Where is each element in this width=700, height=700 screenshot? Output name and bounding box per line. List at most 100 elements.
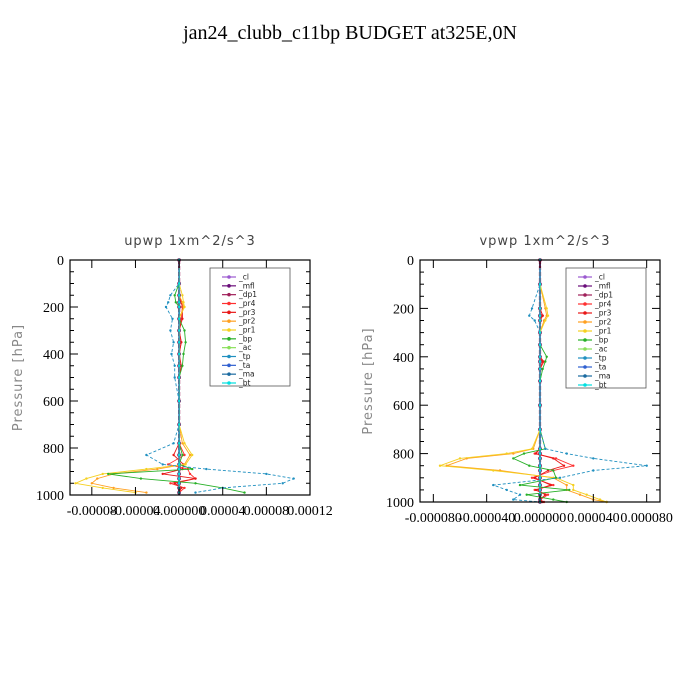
data-point-pr3 (180, 341, 183, 344)
data-point-tp (492, 483, 495, 487)
data-point-pr3 (180, 486, 183, 490)
data-point-tp (281, 482, 284, 485)
legend-marker (583, 302, 587, 306)
data-point-bt (538, 355, 542, 358)
data-point-bp (174, 301, 177, 304)
legend-label: _dp1 (594, 291, 613, 300)
legend-marker (227, 337, 231, 341)
data-point-pr1 (492, 469, 495, 472)
legend-marker (583, 347, 587, 351)
data-point-tp (164, 305, 168, 309)
data-point-bp (518, 483, 522, 487)
x-tick-label: 0.00004 (200, 504, 246, 519)
data-point-pr4 (169, 482, 172, 485)
y-tick-label: 600 (393, 399, 414, 414)
data-point-bp (525, 493, 528, 496)
data-point-pr3 (534, 452, 538, 455)
x-tick-label: 0.000040 (567, 511, 620, 526)
legend-marker (227, 284, 231, 288)
legend-label: _ta (594, 363, 606, 372)
data-point-tp (167, 301, 170, 304)
data-point-pr4 (183, 486, 186, 490)
data-point-bp (568, 488, 571, 492)
data-point-bt (177, 329, 181, 332)
data-point-pr1 (585, 493, 588, 496)
data-point-pr1 (458, 457, 462, 460)
data-point-bp (181, 364, 184, 367)
legend-label: _pr4 (238, 299, 256, 308)
data-point-bt (538, 331, 542, 334)
data-point-tp (172, 442, 175, 445)
legend-label: _cl (594, 273, 605, 282)
data-point-pr3 (172, 453, 175, 457)
legend-label: _mfl (238, 281, 255, 290)
data-point-pr3 (181, 317, 184, 320)
legend-marker (583, 311, 587, 315)
data-point-bt (177, 463, 181, 466)
data-point-pr1 (546, 314, 550, 317)
data-point-pr2 (565, 483, 568, 487)
legend-label: _bp (594, 336, 609, 345)
y-axis-label: Pressure [hPa] (361, 327, 376, 434)
legend-marker (227, 275, 231, 279)
data-point-pr2 (181, 442, 184, 445)
legend-label: _bp (238, 334, 253, 343)
data-point-bt (177, 305, 181, 309)
y-tick-label: 0 (57, 254, 64, 269)
data-point-tp (565, 452, 568, 455)
data-point-pr1 (545, 307, 548, 310)
data-point-pr1 (101, 486, 104, 490)
legend-marker (227, 292, 231, 297)
data-point-tp (173, 364, 176, 367)
data-point-bp (183, 329, 186, 332)
legend-marker (227, 354, 231, 359)
data-point-pr3 (549, 483, 552, 487)
legend-label: _pr2 (238, 317, 256, 326)
data-point-tp (173, 376, 176, 379)
legend-marker (227, 301, 231, 306)
data-point-pr1 (183, 442, 186, 445)
data-point-pr1 (572, 483, 575, 487)
legend-marker (583, 329, 587, 333)
data-point-bt (538, 476, 542, 479)
legend-box (565, 267, 647, 389)
legend-label: _bt (238, 379, 251, 388)
data-point-pr1 (74, 482, 77, 485)
data-point-bp (512, 457, 515, 460)
data-point-bp (541, 367, 544, 371)
data-point-pr1 (184, 463, 187, 466)
data-point-bp (182, 352, 185, 356)
data-point-tp (505, 488, 508, 492)
data-point-bt (538, 379, 542, 383)
data-point-pr1 (191, 453, 194, 457)
legend-label: _pr2 (594, 318, 612, 327)
data-point-bt (538, 469, 542, 472)
data-point-bt (177, 364, 181, 367)
y-tick-label: 800 (43, 442, 64, 457)
data-point-tp (169, 294, 172, 297)
data-point-bt (538, 307, 542, 310)
data-point-pr4 (188, 472, 192, 476)
legend-marker (583, 374, 587, 378)
legend-marker (583, 275, 587, 279)
data-point-pr2 (578, 493, 582, 496)
data-point-bp (552, 498, 555, 501)
data-point-pr2 (512, 452, 515, 455)
data-point-pr3 (533, 476, 536, 479)
legend-label: _tp (594, 354, 607, 363)
data-point-pr1 (181, 294, 184, 297)
data-point-bt (538, 488, 542, 492)
y-tick-label: 200 (43, 301, 64, 316)
data-point-pr1 (438, 464, 442, 467)
legend-marker (583, 356, 587, 360)
y-tick-label: 600 (43, 395, 64, 410)
data-point-pr3 (544, 493, 547, 496)
data-point-bp (545, 355, 548, 358)
legend-label: _pr4 (594, 300, 612, 309)
x-tick-label: 0.000000 (514, 511, 567, 526)
data-point-pr2 (112, 486, 115, 490)
legend-marker (227, 372, 231, 376)
data-point-pr1 (505, 452, 508, 455)
data-point-pr4 (530, 476, 534, 479)
data-point-tp (558, 476, 562, 479)
